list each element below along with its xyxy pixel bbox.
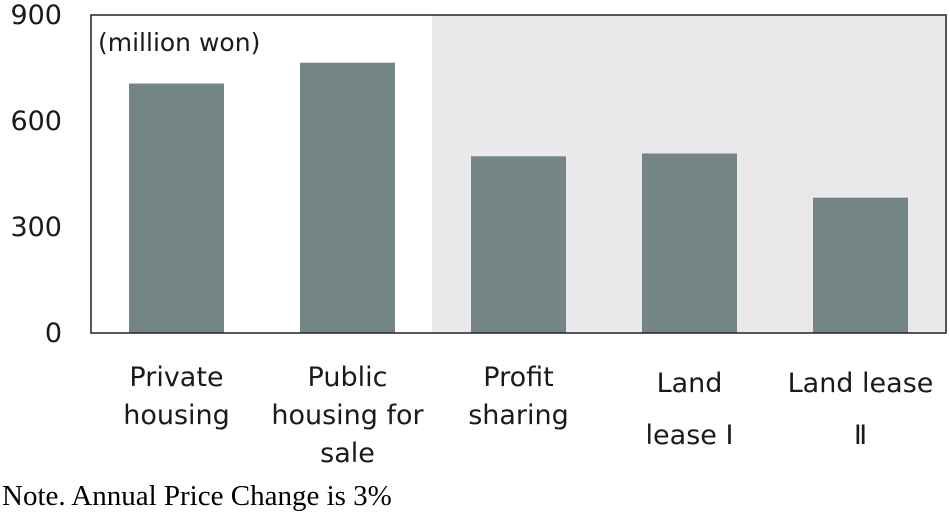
x-category-label-1-line-1: Private <box>129 362 223 393</box>
y-tick-label-4: 900 <box>10 0 62 31</box>
x-category-label-5-line-1: Land lease <box>788 368 934 399</box>
bar-5 <box>813 197 908 333</box>
y-tick-label-2: 300 <box>10 212 62 243</box>
bar-2 <box>300 62 395 333</box>
bar-1 <box>129 83 224 334</box>
chart-note: Note. Annual Price Change is 3% <box>2 480 392 512</box>
x-category-label-4-line-2: lease Ⅰ <box>646 420 734 451</box>
x-category-label-2-line-3: sale <box>320 438 375 469</box>
y-tick-label-3: 600 <box>10 106 62 137</box>
x-category-label-3-line-2: sharing <box>468 400 569 431</box>
plot-frame <box>90 14 947 334</box>
bar-4 <box>642 153 737 333</box>
y-tick-label-1: 0 <box>45 318 62 349</box>
x-category-label-4-line-1: Land <box>657 368 723 399</box>
x-category-label-2-line-2: housing for <box>271 400 424 431</box>
x-category-label-3-line-1: Profit <box>483 362 553 393</box>
unit-label: (million won) <box>98 28 260 57</box>
x-category-label-5-line-2: Ⅱ <box>854 420 867 451</box>
x-category-label-2-line-1: Public <box>308 362 388 393</box>
bar-chart: (million won) 0 300 600 900 Private housing P… <box>10 0 947 469</box>
x-category-label-1-line-2: housing <box>123 400 230 431</box>
bar-3 <box>471 156 566 333</box>
